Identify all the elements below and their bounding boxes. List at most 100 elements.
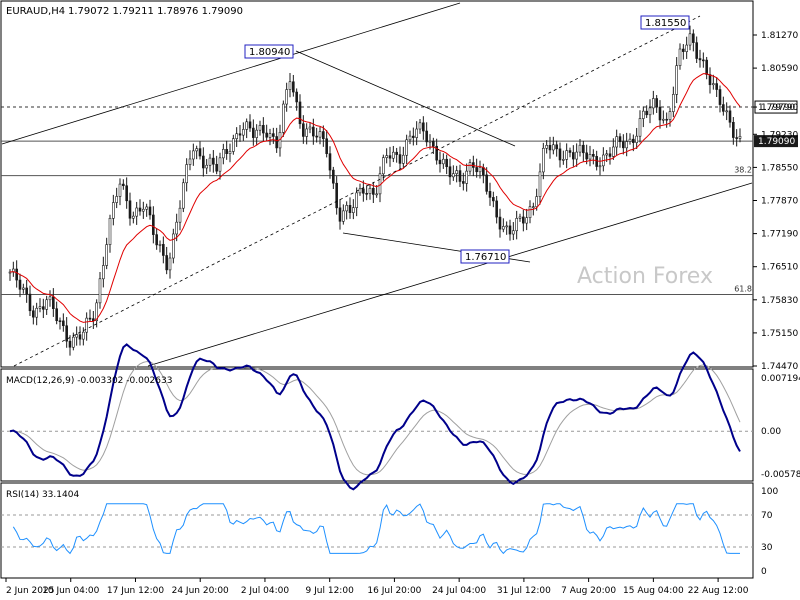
channel-upper-line bbox=[1, 2, 461, 145]
candle-body bbox=[442, 158, 445, 165]
candle-body bbox=[158, 244, 162, 246]
candle-body bbox=[538, 171, 542, 197]
candle-body bbox=[558, 148, 562, 161]
candle-body bbox=[655, 98, 658, 108]
candle-body bbox=[322, 131, 325, 140]
candle-body bbox=[148, 206, 152, 216]
candle-body bbox=[175, 221, 178, 235]
candle-body bbox=[338, 207, 342, 222]
candle-body bbox=[478, 167, 482, 173]
candle-body bbox=[562, 159, 565, 161]
rsi-ytick-label: 100 bbox=[761, 487, 778, 497]
candle-body bbox=[62, 320, 65, 327]
candle-body bbox=[455, 170, 458, 174]
candle-body bbox=[125, 185, 128, 202]
current-price-box bbox=[754, 135, 798, 148]
candle-body bbox=[485, 174, 488, 192]
rsi-ytick-label: 70 bbox=[761, 511, 773, 521]
candle-body bbox=[325, 138, 328, 154]
fib-level-label: 38.2 bbox=[734, 166, 752, 175]
candle-body bbox=[362, 188, 365, 194]
candle-body bbox=[38, 306, 42, 309]
candle-body bbox=[492, 197, 495, 202]
candle-body bbox=[78, 334, 82, 340]
candle-body bbox=[135, 207, 138, 217]
candle-body bbox=[432, 140, 435, 147]
candle-body bbox=[575, 151, 578, 160]
candle-body bbox=[632, 138, 635, 143]
candle-body bbox=[58, 320, 62, 323]
candle-body bbox=[345, 205, 348, 212]
candle-body bbox=[382, 157, 385, 175]
candle-body bbox=[292, 81, 295, 93]
candle-body bbox=[145, 206, 148, 210]
candle-body bbox=[665, 118, 668, 121]
candle-body bbox=[235, 133, 238, 139]
candle-body bbox=[18, 279, 22, 290]
candle-body bbox=[258, 125, 262, 131]
candle-body bbox=[358, 188, 362, 194]
candle-body bbox=[48, 296, 52, 301]
candle-body bbox=[642, 110, 645, 119]
price-ytick-label: 1.81270 bbox=[761, 31, 798, 41]
channel-mid-line bbox=[13, 15, 701, 367]
macd-main-line bbox=[9, 343, 741, 491]
candle-body bbox=[495, 200, 498, 218]
candle-body bbox=[132, 215, 135, 219]
candle-body bbox=[65, 325, 68, 342]
candle-body bbox=[255, 129, 258, 138]
candle-body bbox=[172, 233, 175, 259]
candle-body bbox=[405, 139, 408, 156]
candle-body bbox=[288, 81, 292, 90]
rsi-ytick-label: 0 bbox=[761, 567, 767, 577]
candle-body bbox=[342, 210, 345, 222]
candle-body bbox=[725, 110, 728, 113]
candle-body bbox=[98, 278, 102, 304]
candle-body bbox=[192, 150, 195, 160]
candle-body bbox=[732, 121, 735, 138]
candle-body bbox=[252, 127, 255, 138]
candle-body bbox=[75, 334, 78, 338]
price-ytick-label: 1.76510 bbox=[761, 263, 798, 273]
candle-body bbox=[122, 183, 125, 187]
candle-body bbox=[302, 123, 305, 137]
candle-body bbox=[348, 205, 352, 213]
candle-body bbox=[512, 230, 515, 235]
candle-body bbox=[505, 225, 508, 228]
candle-body bbox=[582, 144, 585, 154]
candle-body bbox=[128, 200, 132, 219]
ema-line bbox=[9, 73, 741, 323]
candle-body bbox=[55, 308, 58, 322]
rsi-title: RSI(14) 33.1404 bbox=[6, 490, 79, 500]
price-ytick-label: 1.75830 bbox=[761, 296, 798, 306]
candle-body bbox=[645, 110, 648, 116]
current-price-label: 1.79090 bbox=[758, 137, 795, 147]
candle-body bbox=[688, 33, 692, 46]
candle-body bbox=[708, 74, 712, 86]
candle-body bbox=[142, 208, 145, 212]
candle-body bbox=[592, 154, 595, 157]
candle-body bbox=[738, 136, 742, 139]
candle-body bbox=[162, 244, 165, 256]
candle-body bbox=[182, 182, 185, 209]
candle-body bbox=[418, 122, 422, 130]
candle-body bbox=[115, 196, 118, 203]
level-price-label: 1.79790 bbox=[758, 103, 795, 113]
chart-ohlc: 1.79072 1.79211 1.78976 1.79090 bbox=[68, 6, 243, 17]
candle-body bbox=[112, 202, 115, 219]
candle-body bbox=[638, 118, 642, 137]
macd-signal-line bbox=[9, 361, 741, 476]
candle-body bbox=[715, 83, 718, 90]
candle-body bbox=[728, 110, 732, 123]
candle-body bbox=[648, 107, 652, 116]
candle-body bbox=[475, 167, 478, 173]
candle-body bbox=[188, 158, 192, 165]
candle-body bbox=[508, 225, 512, 235]
candle-body bbox=[668, 111, 672, 120]
candle-body bbox=[678, 48, 682, 66]
chart-symbol: EURAUD,H4 bbox=[6, 6, 65, 17]
x-tick-label: 10 Jun 04:00 bbox=[42, 586, 99, 596]
candle-body bbox=[525, 217, 528, 224]
candle-body bbox=[245, 121, 248, 130]
